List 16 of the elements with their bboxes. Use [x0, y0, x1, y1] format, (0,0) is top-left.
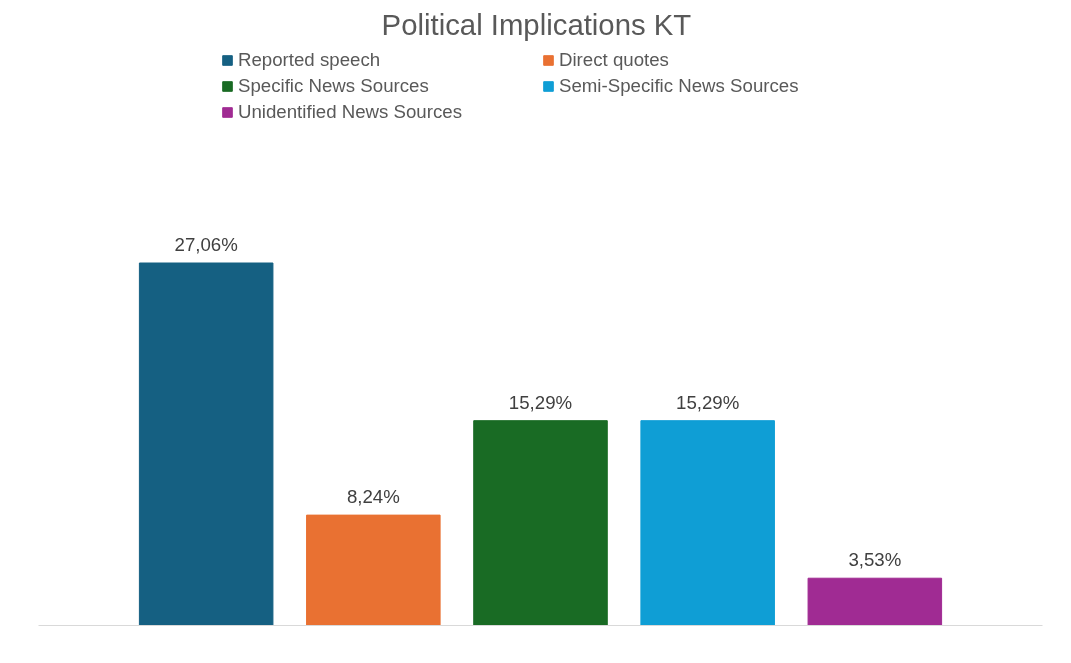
bar [473, 420, 608, 626]
data-label: 15,29% [676, 391, 740, 413]
chart-title: Political Implications KT [381, 7, 692, 41]
legend-label: Unidentified News Sources [238, 101, 463, 123]
bar [807, 577, 943, 626]
legend-label: Semi-Specific News Sources [559, 75, 800, 97]
data-label: 27,06% [174, 234, 238, 255]
data-label: 8,24% [346, 486, 400, 508]
legend-label: Specific News Sources [238, 75, 430, 97]
bar [306, 514, 441, 626]
data-label: 15,29% [508, 391, 573, 413]
data-label: 3,53% [848, 549, 902, 571]
bar [138, 262, 274, 626]
legend-label: Reported speech [238, 49, 382, 71]
bar [640, 420, 775, 626]
legend-label: Direct quotes [559, 49, 670, 71]
